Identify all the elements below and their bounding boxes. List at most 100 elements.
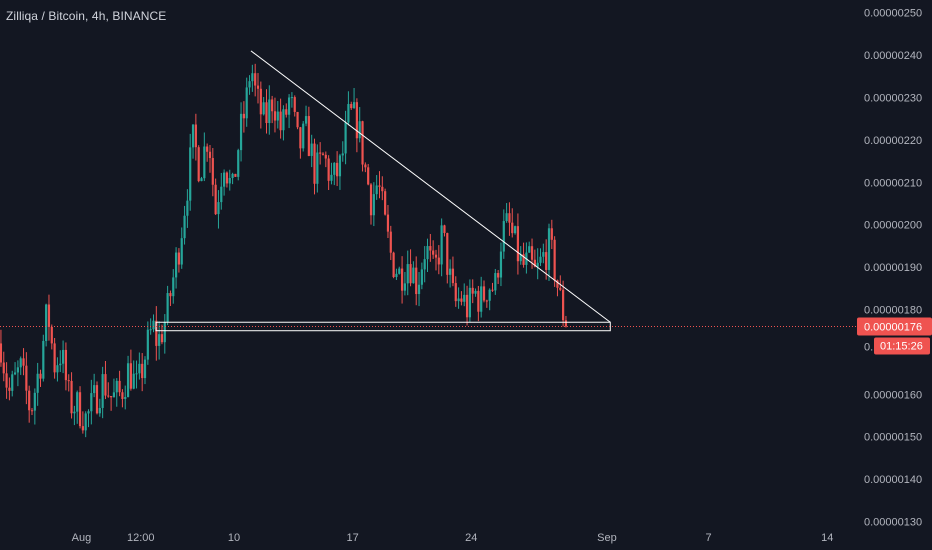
candle [36, 362, 39, 406]
candle [124, 385, 127, 410]
candle [39, 369, 42, 387]
candle [403, 271, 407, 296]
candle [93, 373, 96, 398]
candle [87, 409, 90, 428]
time-tick-label: Aug [72, 532, 92, 544]
candle [287, 94, 291, 129]
candle [112, 378, 116, 398]
candle [355, 98, 358, 153]
candle [78, 386, 82, 429]
candle [158, 321, 161, 360]
candle [559, 275, 562, 292]
candle [237, 148, 240, 181]
candle [482, 280, 486, 303]
candle [56, 357, 59, 382]
candle [463, 283, 466, 307]
descending-trendline[interactable] [250, 50, 611, 323]
candle [194, 113, 197, 161]
candle [307, 106, 310, 157]
candle [73, 405, 76, 426]
candle [398, 266, 401, 275]
candle [319, 142, 322, 165]
candle [251, 64, 254, 92]
candle [0, 329, 3, 367]
candle [101, 366, 104, 419]
candle [480, 276, 483, 318]
time-axis[interactable]: Aug 12:00 10 17 24 Sep 7 14 [72, 532, 834, 544]
candle [358, 107, 361, 143]
candle [81, 411, 84, 434]
candles-layer [0, 63, 568, 438]
time-tick-label: 17 [347, 532, 359, 544]
candle [299, 126, 302, 159]
candle [443, 224, 446, 237]
candle [313, 138, 316, 195]
candle [378, 171, 381, 199]
candle [460, 291, 463, 306]
candle [384, 188, 387, 216]
candle [477, 285, 480, 322]
time-tick-label: 14 [821, 532, 833, 544]
candle [516, 213, 520, 275]
time-tick-label: 24 [465, 532, 477, 544]
candle [530, 238, 534, 269]
candle [519, 246, 522, 265]
candle [536, 248, 539, 280]
candle [562, 280, 565, 327]
candle [197, 145, 200, 183]
candle [415, 256, 418, 306]
candle [19, 356, 22, 375]
candle [279, 98, 282, 139]
price-badge-layer: 0.00000176 01:15:26 0. [857, 317, 932, 355]
candle [28, 385, 31, 423]
price-tick-label: 0.00000230 [864, 93, 922, 105]
candle [333, 162, 336, 186]
price-tick-label: 0.00000190 [864, 262, 922, 274]
candle [400, 256, 404, 304]
candle [522, 242, 525, 268]
candle [499, 242, 503, 287]
candle [505, 203, 508, 223]
candle [231, 172, 234, 185]
candle [513, 225, 517, 235]
candle [293, 95, 296, 117]
candle [338, 153, 342, 190]
candle [327, 155, 330, 191]
candle [172, 269, 175, 304]
candle [406, 250, 409, 296]
candle [169, 290, 172, 307]
candle [395, 268, 398, 280]
price-tick-label: 0.00000130 [864, 517, 922, 529]
symbol-title[interactable]: Zilliqa / Bitcoin, 4h, BINANCE [6, 9, 167, 23]
candle [330, 162, 333, 185]
candle [491, 282, 494, 292]
candle [220, 172, 223, 210]
candle [451, 256, 455, 287]
candle [449, 259, 452, 288]
candle [132, 360, 135, 390]
candle [259, 81, 262, 129]
candle [67, 374, 70, 392]
support-rectangle[interactable] [155, 321, 611, 332]
candle [70, 372, 73, 419]
candle [446, 232, 449, 284]
candle [344, 110, 347, 165]
candle [2, 351, 5, 382]
candle [61, 340, 65, 374]
candle [135, 360, 138, 389]
candle [321, 152, 325, 156]
price-axis[interactable]: 0.00000130 0.00000140 0.00000150 0.00000160… [864, 8, 922, 529]
candle [214, 178, 217, 216]
candle [265, 89, 268, 134]
candle [5, 362, 8, 399]
candle [262, 96, 265, 116]
candle [180, 227, 183, 269]
candle [392, 251, 395, 279]
price-tick-label: 0.00000150 [864, 432, 922, 444]
candle [502, 209, 505, 259]
time-tick-label: 7 [706, 532, 712, 544]
candle [254, 63, 257, 97]
candle [434, 249, 438, 271]
